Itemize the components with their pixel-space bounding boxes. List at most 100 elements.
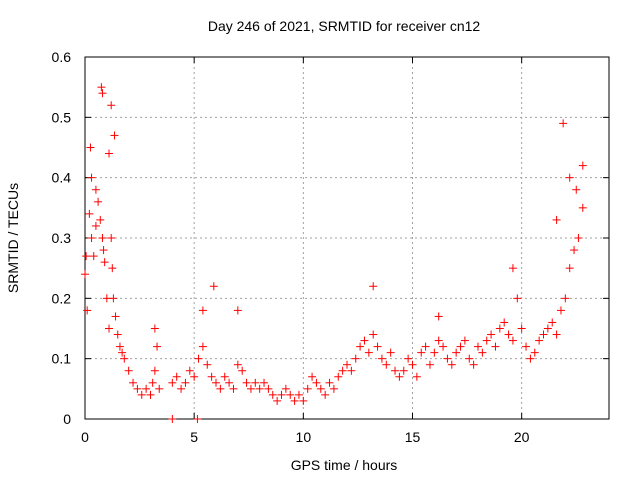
data-point xyxy=(89,252,98,261)
data-point xyxy=(148,378,157,387)
data-point xyxy=(96,215,105,224)
data-point xyxy=(399,366,408,375)
data-point xyxy=(124,366,133,375)
data-point xyxy=(133,384,142,393)
data-point xyxy=(447,360,456,369)
data-point xyxy=(98,234,107,242)
data-point xyxy=(290,396,299,405)
data-point xyxy=(474,342,482,351)
x-tick-label: 15 xyxy=(405,429,421,445)
data-markers xyxy=(81,83,587,423)
y-tick-label: 0.3 xyxy=(52,230,72,246)
data-point xyxy=(443,354,452,363)
x-tick-label: 10 xyxy=(296,429,312,445)
data-point xyxy=(508,336,517,345)
data-point xyxy=(94,197,103,206)
data-point xyxy=(177,384,186,393)
data-point xyxy=(286,390,295,399)
data-point xyxy=(539,330,548,339)
data-point xyxy=(105,149,114,158)
data-point xyxy=(242,378,251,387)
data-point xyxy=(260,378,269,387)
data-point xyxy=(110,131,119,140)
data-point xyxy=(107,101,116,110)
data-point xyxy=(312,378,321,387)
data-point xyxy=(146,390,155,399)
y-axis-label: SRMTID / TECUs xyxy=(5,183,21,293)
data-point xyxy=(526,354,535,363)
data-point xyxy=(82,252,91,261)
data-point xyxy=(565,173,574,182)
data-point xyxy=(386,348,395,357)
y-tick-label: 0.1 xyxy=(52,351,72,367)
data-point xyxy=(316,384,325,393)
y-tick-label: 0.2 xyxy=(52,290,72,306)
data-point xyxy=(478,348,487,357)
data-point xyxy=(552,330,561,339)
data-point xyxy=(495,324,504,333)
data-point xyxy=(556,306,565,315)
data-point xyxy=(522,342,531,351)
data-point xyxy=(508,264,517,273)
axis-ticks xyxy=(84,56,609,420)
data-point xyxy=(570,246,579,255)
data-point xyxy=(264,384,273,393)
data-point xyxy=(578,203,587,212)
data-point xyxy=(83,306,92,315)
data-point xyxy=(212,378,220,387)
data-point xyxy=(207,372,216,381)
data-point xyxy=(356,342,365,351)
data-point xyxy=(129,378,138,387)
data-point xyxy=(543,324,552,333)
data-point xyxy=(491,342,500,351)
data-point xyxy=(513,294,522,303)
data-point xyxy=(430,348,439,357)
data-point xyxy=(487,330,496,339)
data-point xyxy=(233,360,242,369)
data-point xyxy=(421,342,430,351)
data-point xyxy=(198,342,207,351)
data-point xyxy=(369,330,378,339)
data-point xyxy=(238,366,247,375)
data-point xyxy=(142,384,151,393)
data-point xyxy=(113,330,122,339)
tick-labels: 0 5 10 15 20 0 0.1 0.2 0.3 0.4 0.5 0.6 xyxy=(52,49,530,445)
data-point xyxy=(552,215,561,224)
data-point xyxy=(338,366,347,375)
data-point xyxy=(460,336,469,345)
data-point xyxy=(268,390,277,399)
data-point xyxy=(91,185,100,194)
data-point xyxy=(530,348,539,357)
data-point xyxy=(482,336,491,345)
grid xyxy=(85,57,609,419)
data-point xyxy=(373,342,382,351)
data-point xyxy=(425,360,434,369)
data-point xyxy=(107,234,116,242)
data-point xyxy=(391,366,400,375)
data-point xyxy=(299,396,308,405)
data-point xyxy=(216,384,225,393)
data-point xyxy=(325,378,334,387)
data-point xyxy=(225,378,234,387)
data-point xyxy=(194,354,203,363)
data-point xyxy=(273,396,282,405)
data-point xyxy=(115,342,124,351)
data-point xyxy=(97,83,106,92)
data-point xyxy=(99,246,108,255)
data-point xyxy=(203,360,212,369)
y-tick-label: 0.5 xyxy=(52,109,72,125)
data-point xyxy=(229,384,238,393)
data-point xyxy=(87,173,96,182)
data-point xyxy=(565,264,574,273)
data-point xyxy=(561,294,570,303)
data-point xyxy=(85,209,94,218)
data-point xyxy=(329,384,338,393)
data-point xyxy=(251,378,260,387)
x-tick-label: 0 xyxy=(81,429,89,445)
data-point xyxy=(220,372,229,381)
data-point xyxy=(108,264,117,273)
data-point xyxy=(137,390,146,399)
data-point xyxy=(578,161,587,170)
data-point xyxy=(535,336,544,345)
